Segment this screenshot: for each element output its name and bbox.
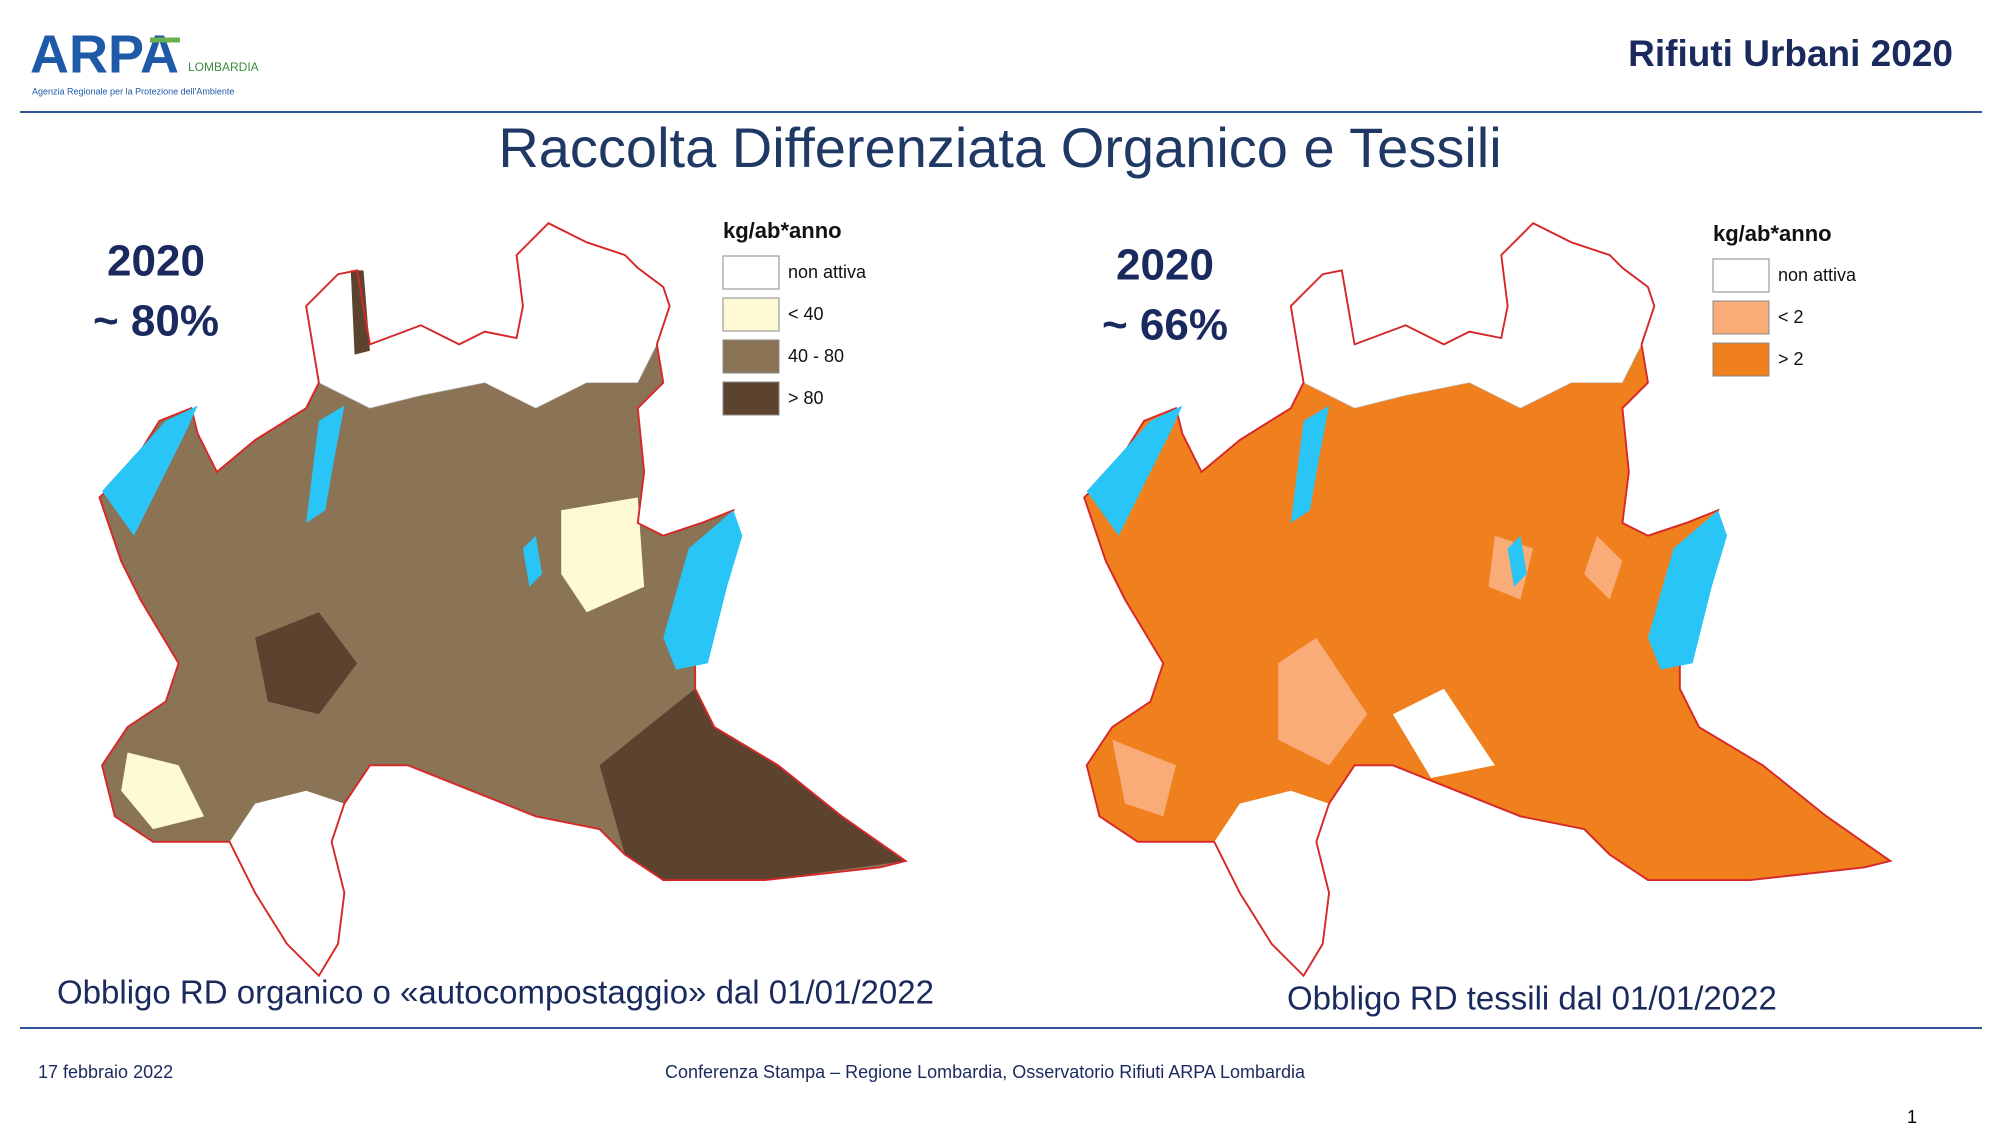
legend-swatch: [1712, 342, 1770, 377]
legend-label: non attiva: [1778, 265, 1857, 285]
lake: [522, 535, 543, 587]
topic: Rifiuti Urbani 2020: [1628, 33, 1953, 74]
share-label: ~ 66%: [1102, 301, 1228, 350]
lake: [102, 405, 198, 536]
legend-swatch: [722, 339, 780, 374]
map-patch: [350, 270, 370, 355]
legend-swatch: [722, 255, 780, 290]
logo-name: ARPA: [30, 24, 179, 84]
legend-swatch: [1712, 258, 1770, 293]
legend-swatch: [722, 381, 780, 416]
lake: [306, 405, 345, 523]
legend-label: > 80: [788, 388, 824, 408]
legend-title: kg/ab*anno: [723, 218, 842, 243]
legend-swatch: [1712, 300, 1770, 335]
region-south: [229, 790, 345, 976]
map-caption: Obbligo RD tessili dal 01/01/2022: [1287, 980, 1777, 1017]
lake: [1086, 405, 1183, 536]
legend-label: < 2: [1778, 307, 1804, 327]
logo-region: LOMBARDIA: [188, 60, 259, 74]
year-label: 2020: [1116, 241, 1214, 290]
map-patch: [121, 752, 205, 830]
footer-date: 17 febbraio 2022: [38, 1062, 173, 1082]
legend-label: > 2: [1778, 349, 1804, 369]
legend-title: kg/ab*anno: [1713, 221, 1832, 246]
lake: [1290, 405, 1330, 523]
lake: [1647, 510, 1728, 670]
legend-label: 40 - 80: [788, 346, 844, 366]
lake: [663, 510, 743, 670]
map-patch: [1112, 739, 1177, 817]
logo-tagline: Agenzia Regionale per la Protezione dell…: [32, 86, 234, 96]
maps: [98, 222, 1893, 978]
map-patch: [1278, 637, 1368, 766]
map-patch: [1584, 535, 1623, 600]
map-patch: [1239, 816, 1304, 906]
page-number: 1: [1907, 1107, 1917, 1125]
year-label: 2020: [107, 237, 205, 286]
slide-title: Raccolta Differenziata Organico e Tessil…: [498, 116, 1501, 179]
footer-event: Conferenza Stampa – Regione Lombardia, O…: [665, 1062, 1306, 1082]
share-label: ~ 80%: [93, 297, 219, 346]
map-caption: Obbligo RD organico o «autocompostaggio»…: [57, 974, 934, 1011]
legend-label: < 40: [788, 304, 824, 324]
lake: [1507, 535, 1527, 587]
map-patch: [599, 688, 906, 881]
map-patch: [1392, 688, 1495, 779]
map-1: [1083, 222, 1893, 978]
legend-swatch: [722, 297, 780, 332]
map-patch: [561, 497, 645, 613]
map-patch: [255, 612, 358, 715]
legend-label: non attiva: [788, 262, 867, 282]
map-0: [98, 222, 908, 978]
